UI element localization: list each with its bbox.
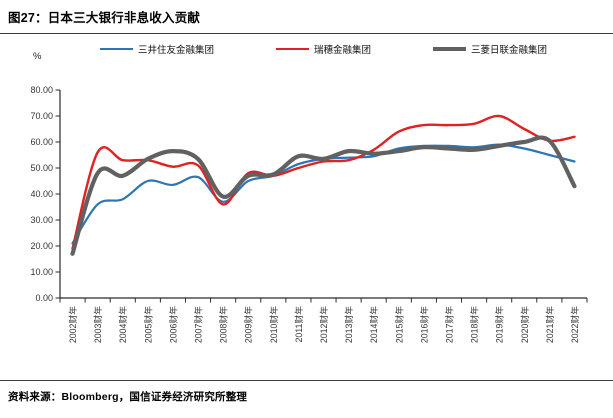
x-tick-label: 2008财年 xyxy=(218,306,229,343)
x-tick-label: 2017财年 xyxy=(443,306,454,343)
legend-label: 三井住友金融集团 xyxy=(137,45,214,56)
series-line-2 xyxy=(70,135,577,256)
x-tick-label: 2002财年 xyxy=(67,306,78,343)
x-tick-label: 2018财年 xyxy=(469,306,480,343)
legend-line-swatch xyxy=(99,48,133,50)
x-tick-label: 2006财年 xyxy=(167,306,178,343)
x-tick-label: 2007财年 xyxy=(193,306,204,343)
x-tick-label: 2022财年 xyxy=(569,306,580,343)
source-note: 资料来源：Bloomberg，国信证券经济研究所整理 xyxy=(8,391,248,403)
chart-legend: 三井住友金融集团 瑞穗金融集团 三菱日联金融集团 xyxy=(60,42,587,56)
x-tick-labels: 2002财年 2003财年 2004财年 2005财年 2006财年 2007财年 2008… xyxy=(67,306,580,343)
x-tick-label: 2010财年 xyxy=(268,306,279,343)
x-tick-label: 2005财年 xyxy=(142,306,153,343)
x-tick-label: 2021财年 xyxy=(544,306,555,343)
legend-label: 瑞穗金融集团 xyxy=(313,45,371,56)
y-tick-label: 0.00 xyxy=(35,293,53,303)
y-tick-label: 60.00 xyxy=(30,137,53,147)
x-tick-label: 2014财年 xyxy=(368,306,379,343)
x-tick-label: 2013财年 xyxy=(343,306,354,343)
x-tick-label: 2015财年 xyxy=(393,306,404,343)
x-tick-label: 2009财年 xyxy=(243,306,254,343)
y-tick-label: 40.00 xyxy=(30,189,53,199)
legend-label: 三菱日联金融集团 xyxy=(471,45,548,56)
y-tick-label: 30.00 xyxy=(30,215,53,225)
tick-marks xyxy=(55,89,588,303)
x-tick-label: 2012财年 xyxy=(318,306,329,343)
x-tick-label: 2011财年 xyxy=(293,306,304,343)
legend-line-swatch xyxy=(275,48,309,50)
legend-item-1: 瑞穗金融集团 xyxy=(275,42,371,56)
series-line-1 xyxy=(71,114,576,250)
x-tick-label: 2003财年 xyxy=(92,306,103,343)
axes xyxy=(59,90,587,299)
legend-item-2: 三菱日联金融集团 xyxy=(433,42,547,56)
figure-title: 图27：日本三大银行非息收入贡献 xyxy=(8,11,201,25)
y-tick-label: 80.00 xyxy=(30,85,53,95)
x-tick-label: 2004财年 xyxy=(117,306,128,343)
legend-item-0: 三井住友金融集团 xyxy=(99,42,214,56)
y-tick-labels: 0.00 10.00 20.00 30.00 40.00 50.00 60.00 70.00 8… xyxy=(30,85,53,303)
y-tick-label: 50.00 xyxy=(30,163,53,173)
y-tick-label: 10.00 xyxy=(30,267,53,277)
figure-title-bar: 图27：日本三大银行非息收入贡献 xyxy=(0,0,613,34)
x-tick-label: 2019财年 xyxy=(494,306,505,343)
x-tick-label: 2020财年 xyxy=(519,306,530,343)
y-tick-label: 70.00 xyxy=(30,111,53,121)
y-axis-unit-label: % xyxy=(33,51,42,62)
x-tick-label: 2016财年 xyxy=(418,306,429,343)
source-note-bar: 资料来源：Bloomberg，国信证券经济研究所整理 xyxy=(0,380,613,405)
y-tick-label: 20.00 xyxy=(30,241,53,251)
legend-line-swatch xyxy=(433,47,466,51)
